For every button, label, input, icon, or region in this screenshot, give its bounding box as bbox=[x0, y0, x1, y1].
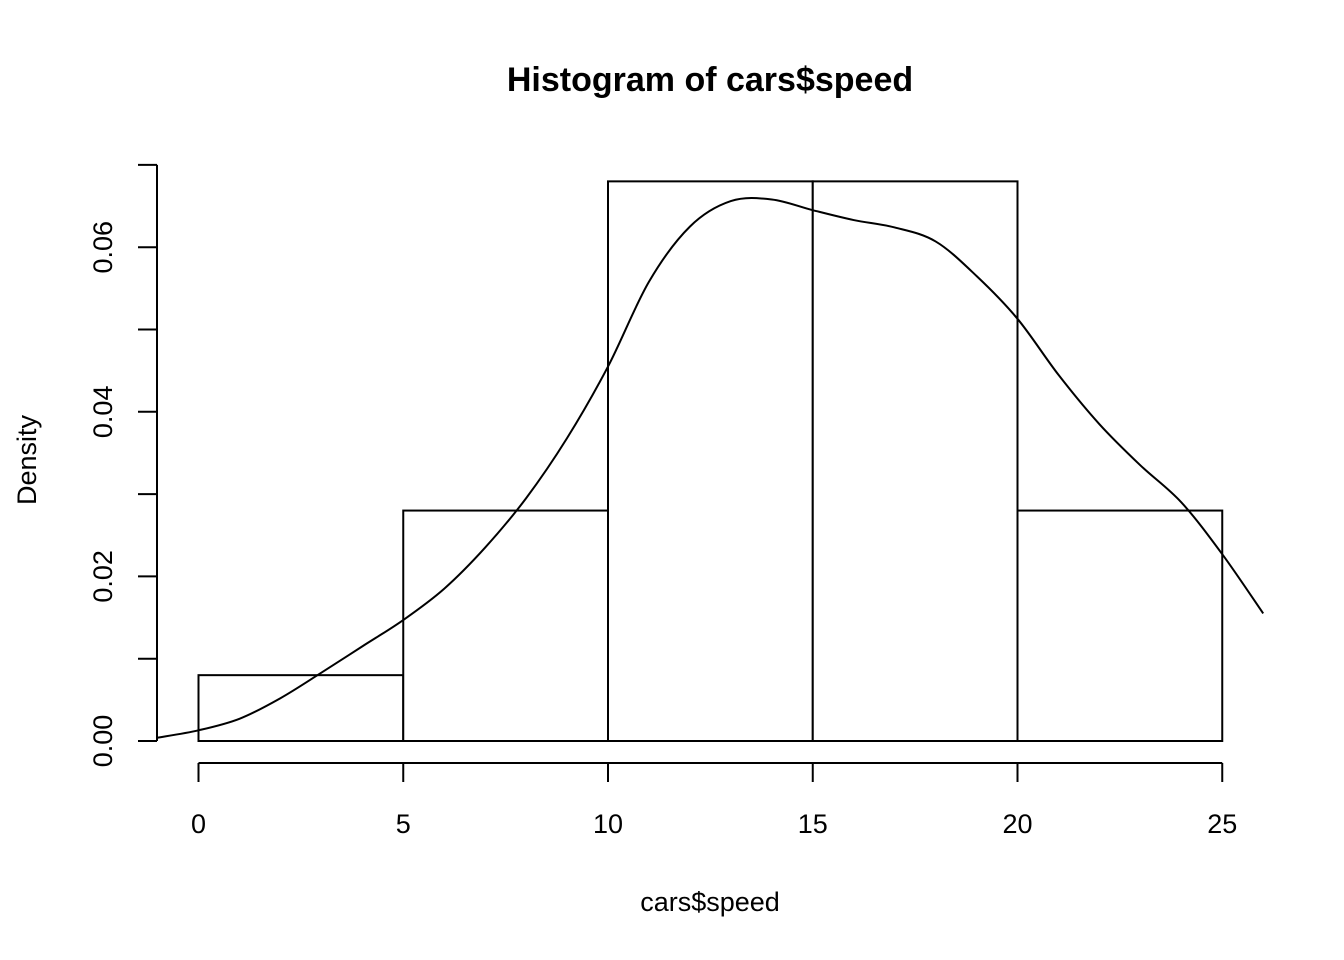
y-tick-label-3: 0.06 bbox=[88, 221, 118, 274]
y-axis: 0.00 0.02 0.04 0.06 bbox=[88, 163, 158, 768]
x-tick-label-1: 5 bbox=[396, 809, 411, 839]
chart-title: Histogram of cars$speed bbox=[507, 61, 913, 99]
histogram-bar-4 bbox=[1016, 509, 1224, 742]
y-tick-label-0: 0.00 bbox=[88, 715, 118, 768]
y-tick-label-2: 0.04 bbox=[88, 386, 118, 439]
x-axis-label: cars$speed bbox=[640, 887, 780, 917]
x-axis: 0 5 10 15 20 25 bbox=[191, 762, 1237, 839]
histogram-bar-1 bbox=[402, 509, 609, 742]
histogram-bars bbox=[197, 180, 1224, 743]
y-tick-label-1: 0.02 bbox=[88, 550, 118, 603]
x-tick-label-0: 0 bbox=[191, 809, 206, 839]
density-curve-group bbox=[157, 197, 1265, 739]
histogram-bar-2 bbox=[607, 180, 814, 743]
x-tick-label-3: 15 bbox=[798, 809, 828, 839]
x-tick-label-5: 25 bbox=[1207, 809, 1237, 839]
x-tick-label-4: 20 bbox=[1002, 809, 1032, 839]
y-axis-label: Density bbox=[12, 414, 42, 505]
histogram-bar-3 bbox=[811, 180, 1019, 743]
density-curve bbox=[157, 197, 1265, 739]
x-tick-label-2: 10 bbox=[593, 809, 623, 839]
